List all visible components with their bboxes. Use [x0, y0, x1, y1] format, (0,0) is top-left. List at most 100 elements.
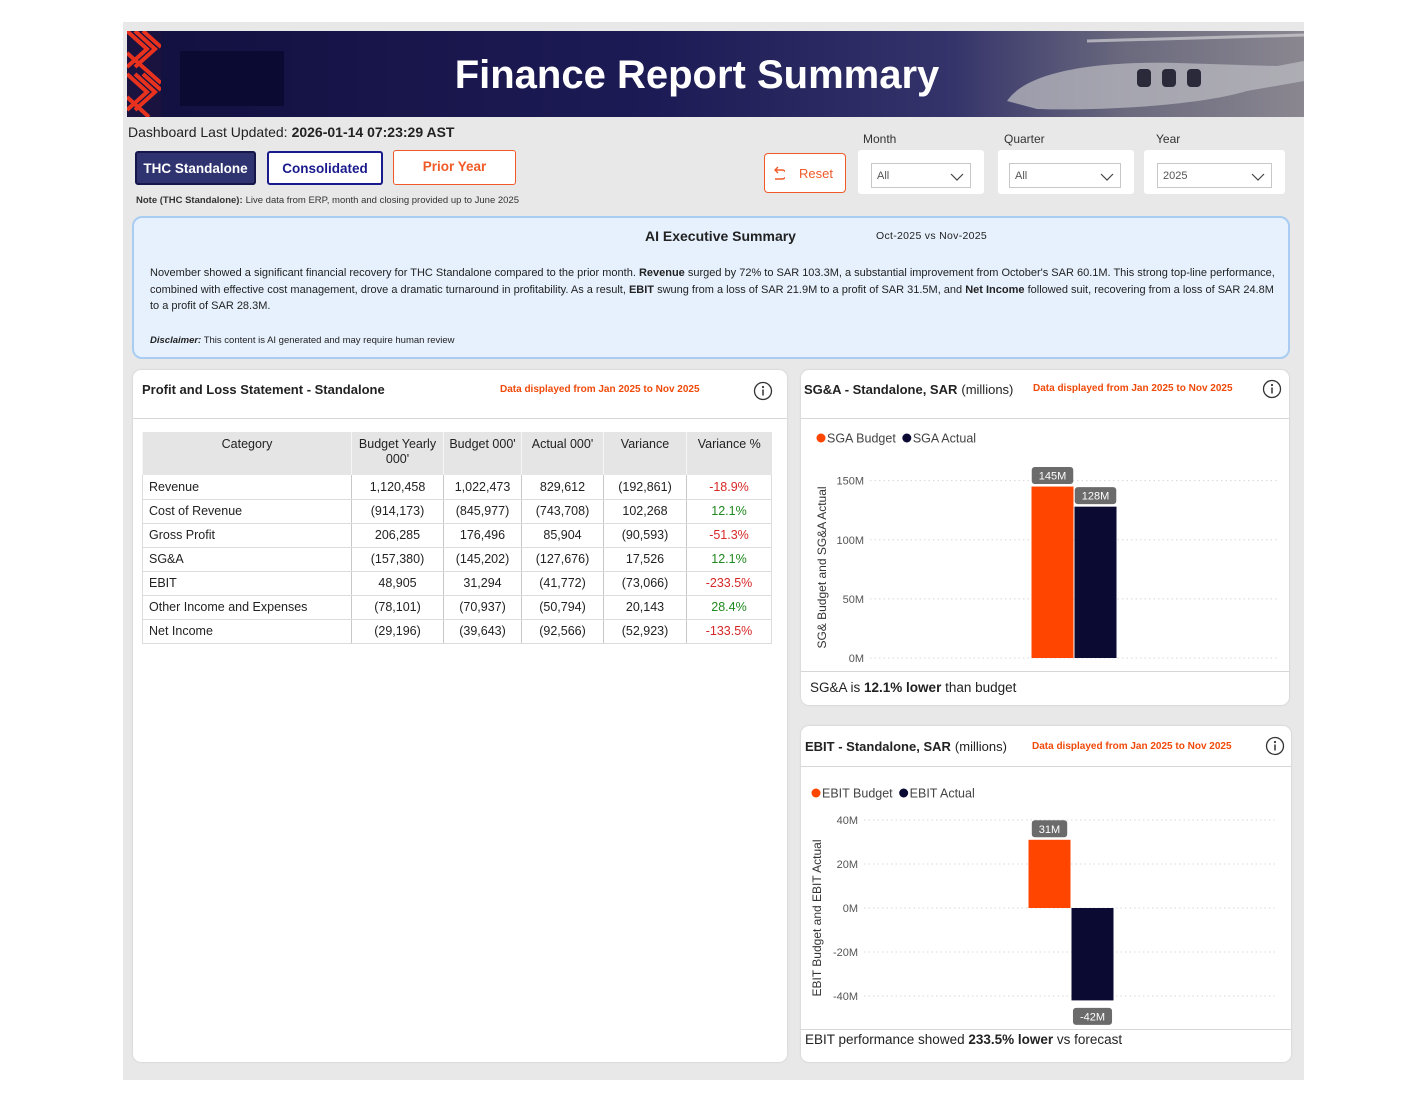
consolidated-button[interactable]: Consolidated — [267, 151, 383, 185]
y-tick-label: 150M — [836, 476, 864, 488]
summary-paragraph: November showed a significant financial … — [150, 265, 1276, 315]
standalone-button[interactable]: THC Standalone — [135, 151, 256, 185]
chart-title-unit: (millions) — [961, 382, 1014, 397]
legend-marker — [811, 788, 821, 798]
table-cell: 28.4% — [686, 595, 772, 620]
y-axis-label: SG& Budget and SG&A Actual — [815, 486, 829, 648]
chart-footer: EBIT performance showed 233.5% lower vs … — [805, 1032, 1122, 1047]
chart-note: Data displayed from Jan 2025 to Nov 2025 — [1032, 741, 1232, 752]
summary-text: Net Income — [965, 283, 1025, 296]
y-tick-label: 20M — [837, 859, 858, 871]
column-header: Variance % — [686, 432, 772, 475]
summary-title: AI Executive Summary — [645, 228, 796, 244]
filter-label: Quarter — [1004, 132, 1045, 146]
data-label-box — [1072, 1007, 1113, 1025]
table-cell: (29,196) — [351, 619, 444, 644]
table-cell: Cost of Revenue — [142, 499, 352, 524]
table-cell: (52,923) — [603, 619, 687, 644]
logo-stripes — [127, 31, 161, 117]
ai-summary: AI Executive Summary Oct-2025 vs Nov-202… — [132, 216, 1290, 359]
y-tick-label: 50M — [843, 594, 864, 606]
legend-marker — [816, 433, 826, 443]
separator — [801, 671, 1289, 672]
footer-text: 233.5% lower — [968, 1032, 1054, 1047]
helicopter-image — [1007, 33, 1304, 110]
dropdown[interactable]: All — [1009, 163, 1121, 188]
reset-label: Reset — [799, 166, 833, 181]
dropdown-value: All — [877, 170, 890, 182]
table-cell: (743,708) — [521, 499, 604, 524]
column-header: Category — [142, 432, 352, 475]
column-header: Variance — [603, 432, 687, 475]
info-icon[interactable] — [753, 381, 773, 401]
summary-text: Revenue — [638, 267, 685, 279]
chart-title: SG&A - Standalone, SAR (millions) — [804, 382, 1013, 397]
chevron — [1100, 173, 1114, 181]
y-tick-label: 40M — [837, 815, 858, 827]
chart-footer: SG&A is 12.1% lower than budget — [810, 680, 1016, 695]
disclaimer-label: Disclaimer: — [150, 335, 202, 346]
table-cell: SG&A — [142, 547, 352, 572]
footer-text: vs forecast — [1053, 1032, 1123, 1047]
dropdown-arrow — [950, 173, 964, 181]
table-cell: 206,285 — [351, 523, 444, 548]
prior-year-button[interactable]: Prior Year — [393, 150, 516, 185]
info-icon[interactable] — [1265, 736, 1285, 756]
note-label: Note (THC Standalone): — [136, 195, 243, 206]
legend-marker — [899, 788, 909, 798]
pnl-note: Data displayed from Jan 2025 to Nov 2025 — [500, 384, 700, 395]
chart-title-text: EBIT - Standalone, SAR — [805, 739, 951, 754]
separator — [801, 418, 1289, 419]
filter-label: Month — [863, 132, 897, 146]
dropdown[interactable]: All — [871, 163, 971, 188]
banner: Finance Report Summary — [127, 31, 1304, 117]
table-cell: 176,496 — [443, 523, 522, 548]
table-cell: (50,794) — [521, 595, 604, 620]
table-cell: (39,643) — [443, 619, 522, 644]
disclaimer: Disclaimer: This content is AI generated… — [150, 335, 455, 346]
table-cell: Net Income — [142, 619, 352, 644]
column-header: Actual 000' — [521, 432, 604, 475]
y-tick-label: -40M — [833, 991, 858, 1003]
data-label: -42M — [1080, 1011, 1105, 1023]
reset-button[interactable]: Reset — [764, 153, 846, 193]
table-cell: (145,202) — [443, 547, 522, 572]
data-label-box — [1031, 467, 1074, 485]
legend-label: EBIT Budget — [822, 787, 893, 801]
y-axis-label: EBIT Budget and EBIT Actual — [810, 840, 824, 997]
reset-icon — [774, 166, 785, 180]
bar — [1028, 839, 1071, 908]
table-cell: (157,380) — [351, 547, 444, 572]
table-row: Revenue 1,120,458 1,022,473 829,612 (192,861… — [142, 475, 772, 500]
bar — [1071, 908, 1114, 1001]
table-cell: (70,937) — [443, 595, 522, 620]
data-label-box — [1074, 487, 1117, 505]
table-cell: (90,593) — [603, 523, 687, 548]
data-label: 145M — [1039, 471, 1067, 483]
summary-period: Oct-2025 vs Nov-2025 — [876, 230, 988, 242]
note: Note (THC Standalone): Live data from ERP… — [136, 195, 519, 206]
table-cell: Gross Profit — [142, 523, 352, 548]
y-tick-label: 0M — [849, 653, 864, 665]
table-cell: Revenue — [142, 475, 352, 500]
last-updated: Dashboard Last Updated: 2026-01-14 07:23:… — [128, 124, 454, 140]
separator — [801, 1029, 1291, 1030]
legend-label: SGA Actual — [913, 432, 976, 446]
dropdown[interactable]: 2025 — [1157, 163, 1272, 188]
legend-label: SGA Budget — [827, 432, 896, 446]
table-cell: (92,566) — [521, 619, 604, 644]
table-cell: 85,904 — [521, 523, 604, 548]
chart-title-unit: (millions) — [954, 739, 1007, 754]
table-cell: (41,772) — [521, 571, 604, 596]
table-cell: (78,101) — [351, 595, 444, 620]
table-row: Cost of Revenue (914,173) (845,977) (743,70… — [142, 499, 772, 524]
info-icon[interactable] — [1262, 379, 1282, 399]
footer-text: than budget — [941, 680, 1017, 695]
chevron — [950, 173, 964, 181]
bar — [1074, 506, 1117, 658]
table-cell: 31,294 — [443, 571, 522, 596]
chart-title-text: SG&A - Standalone, SAR — [804, 382, 958, 397]
table-cell: -51.3% — [686, 523, 772, 548]
table-cell: EBIT — [142, 571, 352, 596]
